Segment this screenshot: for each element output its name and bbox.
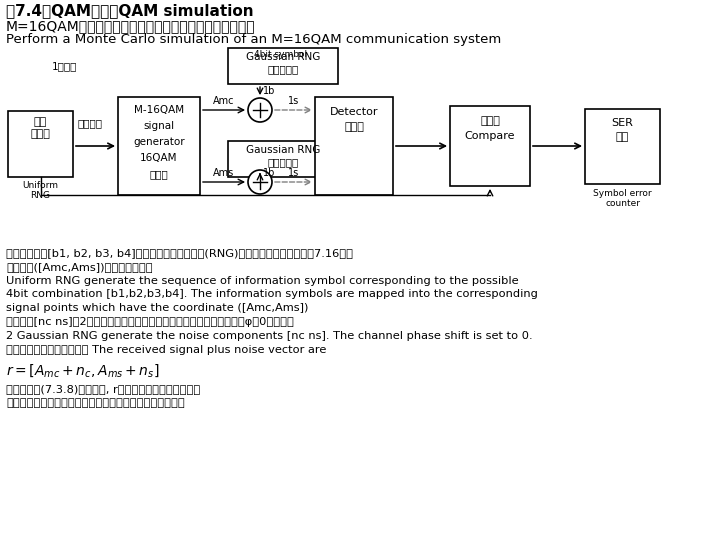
Text: signal: signal [143,121,174,131]
Text: 2 Gaussian RNG generate the noise components [nc ns]. The channel phase shift is: 2 Gaussian RNG generate the noise compon… [6,331,533,341]
Text: ガウス雑音: ガウス雑音 [267,157,299,167]
Text: 1ビット: 1ビット [52,61,77,71]
Text: RNG: RNG [30,191,50,200]
Text: 1b: 1b [263,86,275,96]
Text: 受信信号＋雑音ベクトルは The received signal plus noise vector are: 受信信号＋雑音ベクトルは The received signal plus no… [6,345,326,355]
Text: 1b: 1b [263,168,275,179]
Text: す信号点([Amc,Ams])にマッピング。: す信号点([Amc,Ams])にマッピング。 [6,262,153,272]
Text: 変調器: 変調器 [150,169,168,179]
Bar [585,109,660,184]
Bar [8,111,73,177]
Text: 誤り計数器は検出された系列でのシンボル誤りを数える。: 誤り計数器は検出された系列でのシンボル誤りを数える。 [6,398,185,408]
Text: 4bit symbol: 4bit symbol [254,50,307,59]
Circle shape [248,170,272,194]
Bar [450,106,530,186]
Text: $r = \left[A_{mc}+n_c, A_{ms}+n_s\right]$: $r = \left[A_{mc}+n_c, A_{ms}+n_s\right]… [6,362,160,379]
Text: signal points which have the coordinate ([Amc,Ams]): signal points which have the coordinate … [6,303,308,313]
Text: M=16QAM通信システムのモンテカルロシミュレーション: M=16QAM通信システムのモンテカルロシミュレーション [6,19,256,33]
Bar [228,141,338,177]
Text: Uniform RNG generate the sequence of information symbol corresponding to the pos: Uniform RNG generate the sequence of inf… [6,275,518,286]
Text: 復調器は式(7.3.8)を計算し, rに最も近い信号点を決定。: 復調器は式(7.3.8)を計算し, rに最も近い信号点を決定。 [6,384,200,394]
Text: Gaussian RNG: Gaussian RNG [246,52,320,62]
Text: 雑音成分[nc ns]を2つのガウス過程によって発生。伝送路の位相シフトφは0とする。: 雑音成分[nc ns]を2つのガウス過程によって発生。伝送路の位相シフトφは0と… [6,317,294,327]
Text: 4bit combination [b1,b2,b3,b4]. The information symbols are mapped into the corr: 4bit combination [b1,b2,b3,b4]. The info… [6,289,538,299]
Text: generator: generator [133,137,185,147]
Text: counter: counter [605,199,640,208]
Text: Uniform: Uniform [22,181,58,190]
Text: Detector: Detector [330,107,378,117]
Text: シンボル: シンボル [77,118,102,128]
Text: 例7.4　QAM信号　QAM simulation: 例7.4 QAM信号 QAM simulation [6,3,253,18]
Text: Amc: Amc [213,96,235,106]
Text: ガウス雑音: ガウス雑音 [267,64,299,74]
Bar [228,48,338,84]
Text: 情報シンボル[b1, b2, b3, b4]系列を一様乱数発生器(RNG)を用いて発生。これを図7.16に示: 情報シンボル[b1, b2, b3, b4]系列を一様乱数発生器(RNG)を用い… [6,248,353,258]
Text: 誤数: 誤数 [616,132,629,143]
Text: 復調器: 復調器 [344,122,364,132]
Text: Ams: Ams [213,168,235,178]
Text: 16QAM: 16QAM [140,153,178,163]
Text: SER: SER [611,118,634,129]
Text: 比較器: 比較器 [480,116,500,126]
Text: Perform a Monte Carlo simulation of an M=16QAM communication system: Perform a Monte Carlo simulation of an M… [6,33,501,46]
Text: 1s: 1s [288,168,299,178]
Text: 1s: 1s [288,96,299,106]
Text: M-16QAM: M-16QAM [134,105,184,115]
Bar [118,97,200,195]
Text: 乱数: 乱数 [34,117,47,127]
Text: Gaussian RNG: Gaussian RNG [246,145,320,155]
Text: Symbol error: Symbol error [593,188,652,198]
Bar [315,97,393,195]
Circle shape [248,98,272,122]
Text: 発生器: 発生器 [30,129,50,139]
Text: Compare: Compare [464,131,516,141]
